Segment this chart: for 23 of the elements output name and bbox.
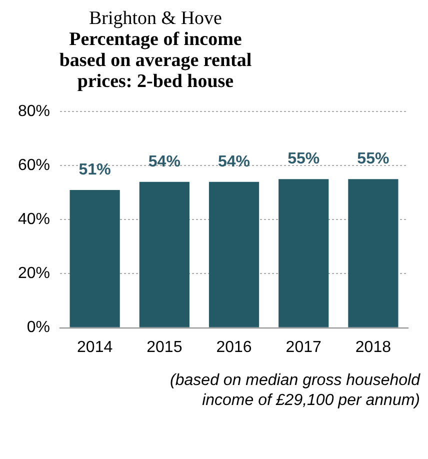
data-label: 51% [78,161,111,178]
chart-title: Percentage of income based on average rental prices: 2-bed house [58,29,253,92]
x-tick-label: 2016 [216,338,252,356]
x-tick-label: 2014 [77,338,113,356]
data-label: 55% [288,150,320,168]
y-tick-label: 60% [18,157,50,174]
x-tick-label: 2017 [286,338,322,356]
bar [70,190,120,328]
x-tick-label: 2018 [355,338,392,356]
bar [348,179,398,328]
bar [139,182,190,328]
y-tick-label: 0% [26,319,50,336]
chart-subtitle: Brighton & Hove [88,8,223,29]
data-label: 55% [357,150,390,168]
y-tick-label: 20% [18,265,50,282]
data-label: 54% [148,153,180,170]
y-tick-label: 80% [18,103,50,120]
data-label: 54% [218,153,250,170]
x-tick-label: 2015 [146,338,182,356]
y-tick-label: 40% [18,211,50,228]
bar [278,179,329,328]
text: (based on median gross household income of £29,100 per annum) [169,371,420,411]
bar [208,182,260,328]
